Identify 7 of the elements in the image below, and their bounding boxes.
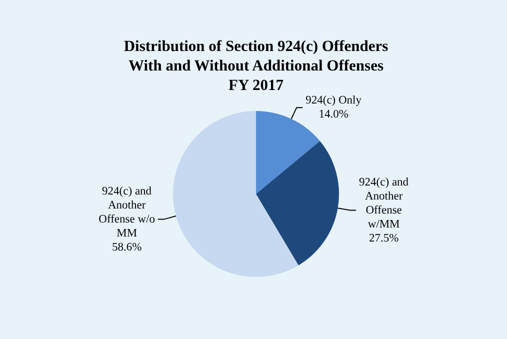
data-label: 14.0% (318, 108, 349, 121)
slice-label: 924(c) Only (306, 94, 362, 107)
data-label: 58.6% (112, 241, 142, 254)
data-label: 27.5% (368, 232, 400, 244)
slice-label: 924(c) and Another Offense w/o MM (98, 185, 156, 240)
slice-label: 924(c) and Another Offense w/MM (359, 176, 409, 230)
chart-title: Distribution of Section 924(c) Offenders With and Without Additional Offenses FY 2017 (124, 38, 388, 94)
